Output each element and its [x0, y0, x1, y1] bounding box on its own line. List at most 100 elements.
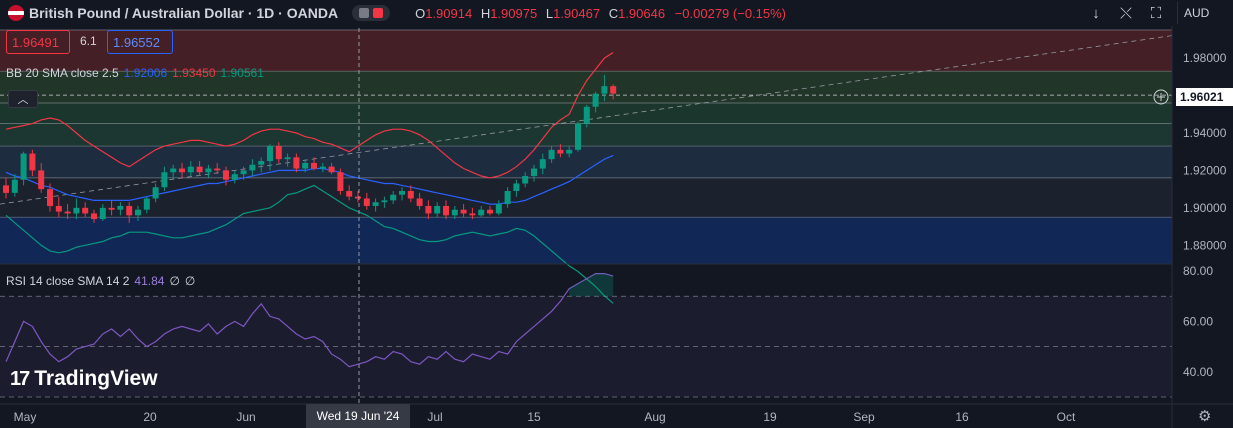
rsi-line [5, 273, 614, 368]
gear-icon[interactable]: ⚙ [1198, 408, 1212, 425]
candle-body [3, 185, 9, 193]
candle-body [469, 213, 476, 216]
candle-body [258, 161, 265, 165]
bb-legend[interactable]: BB 20 SMA close 2.5 1.92006 1.93450 1.90… [6, 64, 264, 82]
candle-body [407, 190, 414, 199]
candle-body [152, 187, 159, 199]
candle-body [179, 168, 185, 173]
bb-upper-value: 1.93450 [172, 66, 216, 80]
candle-body [214, 168, 221, 171]
candle-body [38, 170, 45, 190]
rsi-pane [0, 273, 1172, 398]
bb-basis-line [5, 154, 614, 205]
time-tick-label: Oct [1057, 410, 1076, 424]
candle-body [20, 153, 27, 180]
candle-body [355, 196, 361, 199]
candle-body [73, 207, 80, 214]
rsi-legend[interactable]: RSI 14 close SMA 14 2 41.84 ∅ ∅ [6, 272, 195, 290]
ohlc-values: O1.90914 H1.90975 L1.90467 C1.90646 −0.0… [410, 6, 786, 21]
collapse-icon[interactable]: ⤬ [1119, 4, 1132, 22]
bb-basis-value: 1.92006 [123, 66, 168, 80]
status-dot-red-icon [373, 8, 384, 18]
rsi-label: RSI 14 close SMA 14 2 [6, 274, 130, 288]
candlesticks[interactable] [3, 74, 617, 223]
candle-body [460, 209, 467, 214]
price-tick-label: 1.88000 [1183, 238, 1227, 252]
candle-body [231, 174, 238, 180]
time-tick-label: 19 [763, 410, 777, 424]
low-value: 1.90467 [553, 5, 601, 21]
candle-body [117, 205, 124, 210]
candle-body [539, 159, 546, 169]
time-tick-label: 20 [143, 410, 157, 424]
candle-body [135, 209, 141, 216]
price-tick-label: 1.92000 [1183, 163, 1227, 177]
close-label: C [608, 5, 619, 21]
arrow-down-icon[interactable]: ↓ [1092, 4, 1100, 22]
add-alert-icon[interactable] [1153, 89, 1169, 105]
open-value: 1.90914 [425, 5, 473, 21]
candle-body [531, 168, 537, 177]
rsi-extra-2: ∅ [184, 274, 196, 288]
candle-body [99, 207, 106, 220]
time-tick-label: Jun [236, 410, 255, 424]
candle-body [187, 166, 194, 173]
crosshair-date-label: Wed 19 Jun '24 [306, 404, 410, 428]
price-band [0, 217, 1172, 264]
candle-body [425, 205, 432, 214]
tradingview-logo[interactable]: 17 TradingView [10, 366, 158, 392]
rsi-extra-1: ∅ [169, 274, 180, 288]
market-status-pill[interactable] [352, 5, 391, 21]
candle-body [302, 162, 309, 169]
rsi-overbought-fill [569, 273, 614, 297]
rsi-tick-label: 80.00 [1183, 264, 1213, 278]
candle-body [478, 209, 485, 216]
open-label: O [415, 5, 426, 21]
collapse-legend-button[interactable]: ︿ [8, 90, 38, 108]
candle-body [11, 179, 18, 193]
bb-label: BB 20 SMA close 2.5 [6, 66, 119, 80]
candle-body [55, 205, 62, 212]
sell-price-button[interactable]: 1.96491 [6, 30, 70, 54]
candle-body [601, 86, 608, 94]
candle-body [372, 202, 379, 206]
candle-body [504, 190, 511, 205]
time-tick-label: 16 [955, 410, 969, 424]
price-band-layer [0, 30, 1172, 264]
candle-body [390, 194, 397, 201]
status-dot-icon [359, 8, 370, 18]
candle-body [170, 168, 177, 173]
candle-body [495, 204, 502, 214]
price-band [0, 123, 1172, 147]
candle-body [566, 149, 573, 154]
candle-body [592, 93, 599, 107]
candle-body [610, 86, 617, 94]
candle-body [249, 164, 256, 171]
currency-selector[interactable]: AUD [1177, 2, 1227, 24]
buy-price-button[interactable]: 1.96552 [107, 30, 173, 54]
candle-body [91, 213, 97, 220]
bb-lower-line [5, 184, 614, 304]
price-tick-label: 1.90000 [1183, 201, 1227, 215]
candle-body [451, 209, 458, 216]
bb-lower-value: 1.90561 [220, 66, 264, 80]
price-tick-label: 1.98000 [1183, 51, 1227, 65]
candle-body [29, 153, 36, 171]
symbol-title[interactable]: British Pound / Australian Dollar · 1D ·… [29, 5, 339, 21]
high-value: 1.90975 [490, 5, 538, 21]
candle-body [346, 190, 353, 197]
candle-body [275, 146, 282, 160]
time-tick-label: 15 [527, 410, 541, 424]
logo-text: TradingView [34, 367, 158, 390]
last-price-label: 1.96021 [1176, 88, 1233, 106]
candle-body [487, 209, 493, 214]
candle-body [363, 198, 370, 206]
time-tick-label: May [14, 410, 37, 424]
candle-body [337, 172, 344, 191]
rsi-value: 41.84 [134, 274, 165, 288]
fullscreen-icon[interactable]: ⛶ [1150, 4, 1162, 22]
candle-body [161, 172, 168, 188]
bb-upper-line [5, 51, 614, 179]
bollinger-bands [5, 51, 614, 304]
